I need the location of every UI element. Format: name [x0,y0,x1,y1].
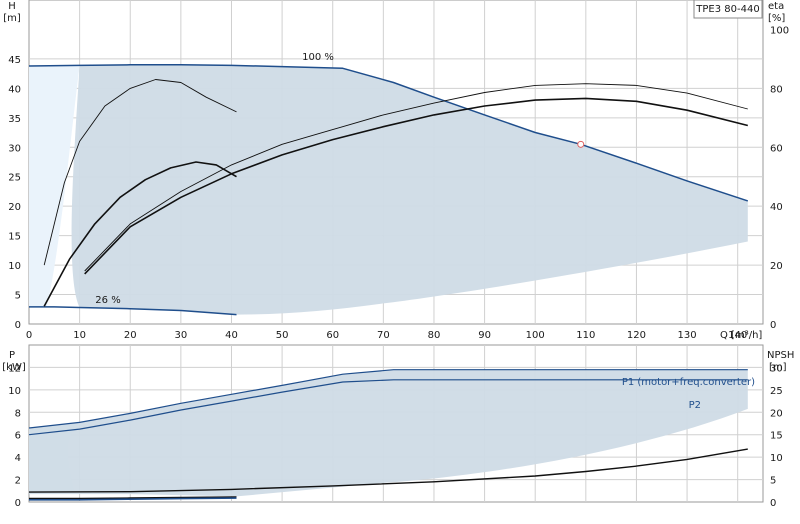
npsh-y-tick-label: 25 [770,386,783,397]
x-tick-label: 20 [124,330,137,341]
eta-y-tick-label: 0 [770,320,776,331]
model-label-box [693,0,763,19]
p2-series-label: P2 [689,400,701,411]
head-y-tick-label: 20 [8,202,21,213]
power-axis-label: P [9,350,15,361]
npsh-y-tick-label: 10 [770,453,783,464]
npsh-y-tick-label: 20 [770,408,783,419]
series-P2 [28,379,748,436]
x-tick-label: 10 [73,330,86,341]
curves [28,64,749,501]
series-P2-min [29,497,237,501]
series-eta-max-thick [84,97,748,275]
npsh-axis-unit: [m] [769,362,787,373]
x-tick-label: 70 [377,330,390,341]
power-y-tick-label: 8 [15,408,21,419]
power-y-tick-label: 4 [15,453,21,464]
power-y-tick-label: 6 [15,431,21,442]
series-P1 [28,369,748,429]
x-tick-label: 120 [627,330,646,341]
x-tick-label: 140 [728,330,747,341]
x-tick-label: 80 [428,330,441,341]
power-y-tick-label: 0 [15,498,21,509]
head-low-flow-area [29,65,80,307]
head-y-tick-label: 30 [8,143,21,154]
power-y-tick-label: 12 [8,363,21,374]
eta-axis-label: eta [768,1,784,12]
x-tick-label: 130 [678,330,697,341]
flow-axis-label: Q [m³/h] [720,330,762,341]
head-y-tick-label: 0 [15,320,21,331]
series-eta-min-thick [43,161,237,307]
x-tick-label: 0 [26,330,32,341]
x-tick-label: 90 [478,330,491,341]
power-axis-unit: [kW] [2,362,26,373]
eta-y-tick-label: 40 [770,202,783,213]
head-y-tick-label: 35 [8,114,21,125]
head-y-tick-label: 25 [8,173,21,184]
head-y-tick-label: 10 [8,261,21,272]
x-tick-label: 30 [174,330,187,341]
series-P1-min [29,496,237,500]
x-tick-label: 110 [576,330,595,341]
npsh-y-tick-label: 0 [770,498,776,509]
model-label: TPE3 80-440 [695,4,759,15]
duty-point-marker [577,140,585,148]
series-eta-min-thin [43,79,237,266]
p1-series-label: P1 (motor+freq.converter) [622,377,755,388]
x-tick-label: 100 [526,330,545,341]
npsh-y-tick-label: 30 [770,363,783,374]
eta-y-tick-label: 80 [770,84,783,95]
eta-y-tick-label: 60 [770,143,783,154]
npsh-y-tick-label: 5 [770,476,776,487]
series-head-100 [28,64,749,202]
series-head-26 [29,306,237,316]
head-y-tick-label: 45 [8,55,21,66]
eta-y-tick-label: 20 [770,261,783,272]
power-y-tick-label: 2 [15,476,21,487]
npsh-axis-label: NPSH [767,350,794,361]
head-y-tick-label: 40 [8,84,21,95]
power-y-tick-label: 10 [8,386,21,397]
x-tick-label: 60 [326,330,339,341]
curve-max-label: 100 % [302,52,334,63]
curve-min-label: 26 % [95,295,120,306]
series-eta-max-thin [84,83,748,272]
head-y-tick-label: 15 [8,232,21,243]
head-axis-label: H [8,1,16,12]
eta-y-tick-label: 100 [770,25,789,36]
head-operating-area [71,64,748,315]
operating-areas [29,64,748,497]
eta-axis-unit: [%] [768,13,785,24]
x-tick-label: 40 [225,330,238,341]
tick-labels: 0 10 20 30 40 50 60 70 80 90 100 110 120 130 140051015… [8,25,789,509]
power-operating-area [29,369,748,497]
npsh-y-tick-label: 15 [770,431,783,442]
x-tick-label: 50 [276,330,289,341]
series-NPSH [28,448,748,493]
head-axis-unit: [m] [3,13,21,24]
axis-labels: H[m]eta[%]Q [m³/h]P[kW]NPSH[m]TPE3 80-44… [2,0,794,411]
head-y-tick-label: 5 [15,291,21,302]
